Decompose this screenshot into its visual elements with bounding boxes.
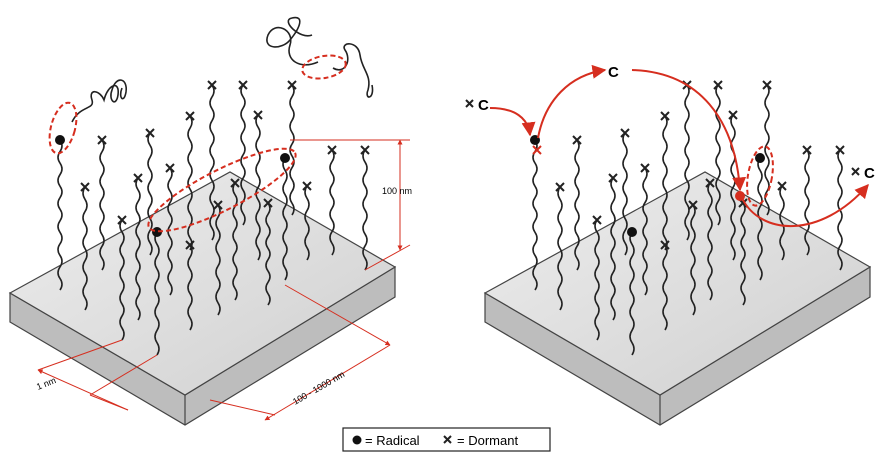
- dormant: [118, 216, 126, 224]
- dormant: [778, 182, 786, 190]
- dormant: [166, 164, 174, 172]
- dormant: [661, 112, 669, 120]
- dormant: [641, 164, 649, 172]
- dormant: [98, 136, 106, 144]
- radical: [280, 153, 290, 163]
- dormant: [836, 146, 844, 154]
- dormant: [609, 174, 617, 182]
- free-chains: [72, 18, 373, 122]
- dormant: [556, 183, 564, 191]
- dormant: [303, 182, 311, 190]
- dormant: [208, 81, 216, 89]
- chain-end-label: C: [608, 64, 619, 81]
- dormant: [328, 146, 336, 154]
- dormant: [714, 81, 722, 89]
- width-label: 100 - 1000 nm: [291, 369, 346, 407]
- left-slab: [10, 172, 395, 425]
- legend-dormant: = Dormant: [457, 433, 518, 448]
- dormant: [254, 111, 262, 119]
- radical: [627, 227, 637, 237]
- dormant: [729, 111, 737, 119]
- dormant: [763, 81, 771, 89]
- dormant: [573, 136, 581, 144]
- legend-radical: = Radical: [365, 433, 420, 448]
- diagram: 100 nm 1 nm 100 - 1000 nm C C C = Radica…: [0, 0, 894, 454]
- radical: [55, 135, 65, 145]
- dormant: [361, 146, 369, 154]
- dormant: [621, 129, 629, 137]
- dormant: [134, 174, 142, 182]
- dormant: [288, 81, 296, 89]
- dormant: [186, 112, 194, 120]
- right-slab: [485, 172, 870, 425]
- dormant: [239, 81, 247, 89]
- dormant: [81, 183, 89, 191]
- dormant: [803, 146, 811, 154]
- spacing-label: 1 nm: [35, 375, 57, 392]
- dormant: [593, 216, 601, 224]
- legend: = Radical = Dormant: [343, 428, 550, 451]
- chain-end-label: C: [478, 97, 489, 114]
- dormant: [146, 129, 154, 137]
- radical: [755, 153, 765, 163]
- height-label: 100 nm: [382, 186, 412, 196]
- substrates: [10, 172, 870, 425]
- chain-end-label: C: [864, 165, 875, 182]
